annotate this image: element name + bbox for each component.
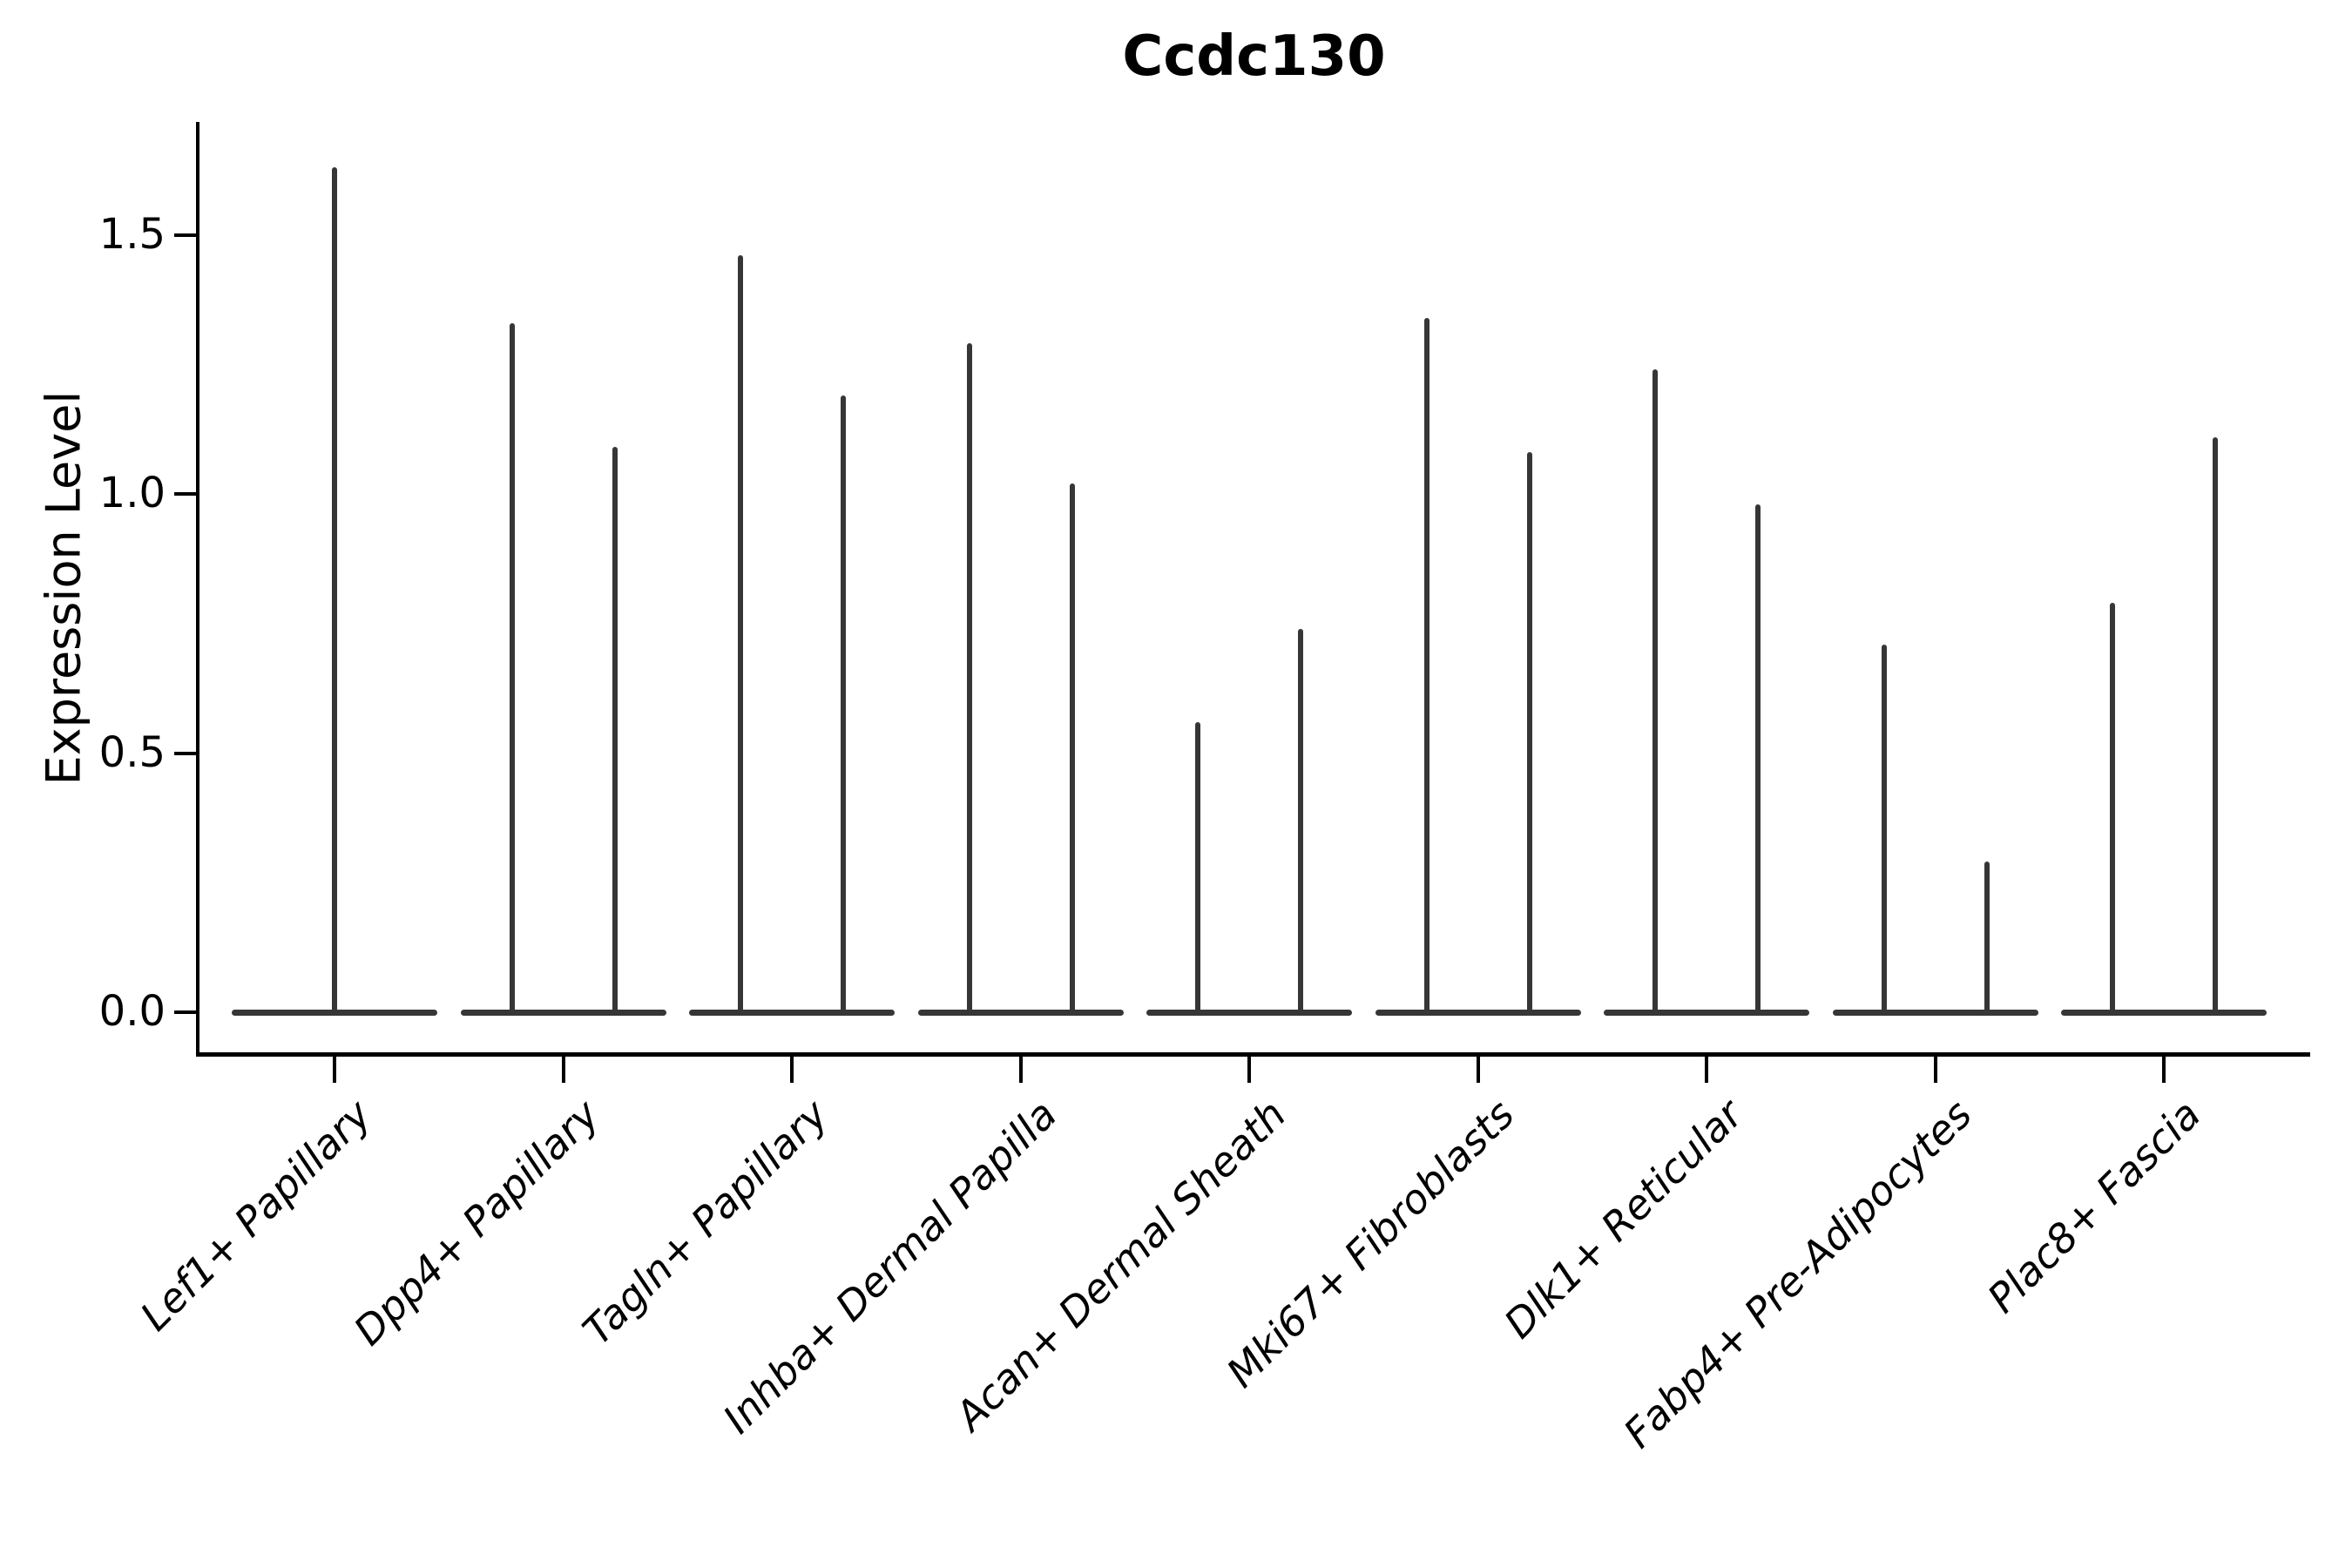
x-tick-label: Lef1+ Papillary bbox=[131, 1091, 381, 1340]
violin-spike bbox=[2110, 602, 2115, 1016]
violin-base bbox=[460, 1010, 666, 1016]
x-axis-spine bbox=[196, 1052, 2310, 1057]
y-tick-label: 0.5 bbox=[98, 727, 166, 777]
violin-spike bbox=[966, 343, 972, 1016]
violin-spike bbox=[1298, 628, 1303, 1016]
x-tick-mark bbox=[1018, 1057, 1023, 1083]
y-axis-spine bbox=[196, 122, 199, 1056]
x-tick-mark bbox=[2162, 1057, 2166, 1083]
violin-spike bbox=[2213, 436, 2218, 1016]
violin-spike bbox=[841, 395, 846, 1016]
y-tick-mark bbox=[174, 751, 196, 755]
violin-spike bbox=[1423, 317, 1429, 1016]
x-tick-label: Dpp4+ Papillary bbox=[345, 1091, 609, 1355]
violin-spike bbox=[738, 255, 743, 1016]
y-tick-label: 0.0 bbox=[98, 986, 166, 1036]
violin-base bbox=[917, 1010, 1124, 1016]
violin-spike bbox=[1984, 862, 1990, 1016]
x-tick-mark bbox=[1476, 1057, 1480, 1083]
violin-base bbox=[1604, 1010, 1809, 1016]
violin-spike bbox=[1881, 644, 1887, 1016]
x-tick-mark bbox=[1933, 1057, 1937, 1083]
violin-base bbox=[2061, 1010, 2267, 1016]
x-tick-mark bbox=[561, 1057, 565, 1083]
violin-base bbox=[1146, 1010, 1352, 1016]
violin-spike bbox=[332, 167, 337, 1016]
x-tick-mark bbox=[790, 1057, 794, 1083]
x-tick-mark bbox=[333, 1057, 336, 1083]
violin-spike bbox=[1069, 483, 1075, 1016]
y-axis-label: Expression Level bbox=[36, 390, 91, 786]
violin-base bbox=[1375, 1010, 1581, 1016]
violin-spike bbox=[1755, 504, 1761, 1016]
violin-spike bbox=[1526, 452, 1532, 1016]
violin-spike bbox=[1195, 721, 1200, 1016]
chart-title: Ccdc130 bbox=[1122, 24, 1386, 89]
violin-spike bbox=[509, 322, 515, 1016]
x-tick-mark bbox=[1247, 1057, 1251, 1083]
x-tick-label: Dlk1+ Reticular bbox=[1495, 1091, 1753, 1348]
x-tick-label: Plac8+ Fascia bbox=[1977, 1091, 2210, 1322]
violin-base bbox=[1832, 1010, 2038, 1016]
y-tick-mark bbox=[174, 233, 196, 237]
y-tick-label: 1.5 bbox=[98, 209, 166, 259]
violin-base bbox=[689, 1010, 895, 1016]
y-tick-mark bbox=[174, 1010, 196, 1014]
x-tick-mark bbox=[1705, 1057, 1708, 1083]
y-tick-mark bbox=[174, 492, 196, 496]
violin-spike bbox=[1652, 369, 1658, 1016]
violin-spike bbox=[612, 447, 618, 1016]
x-tick-label: Tagln+ Papillary bbox=[573, 1091, 838, 1355]
y-tick-label: 1.0 bbox=[98, 468, 166, 517]
